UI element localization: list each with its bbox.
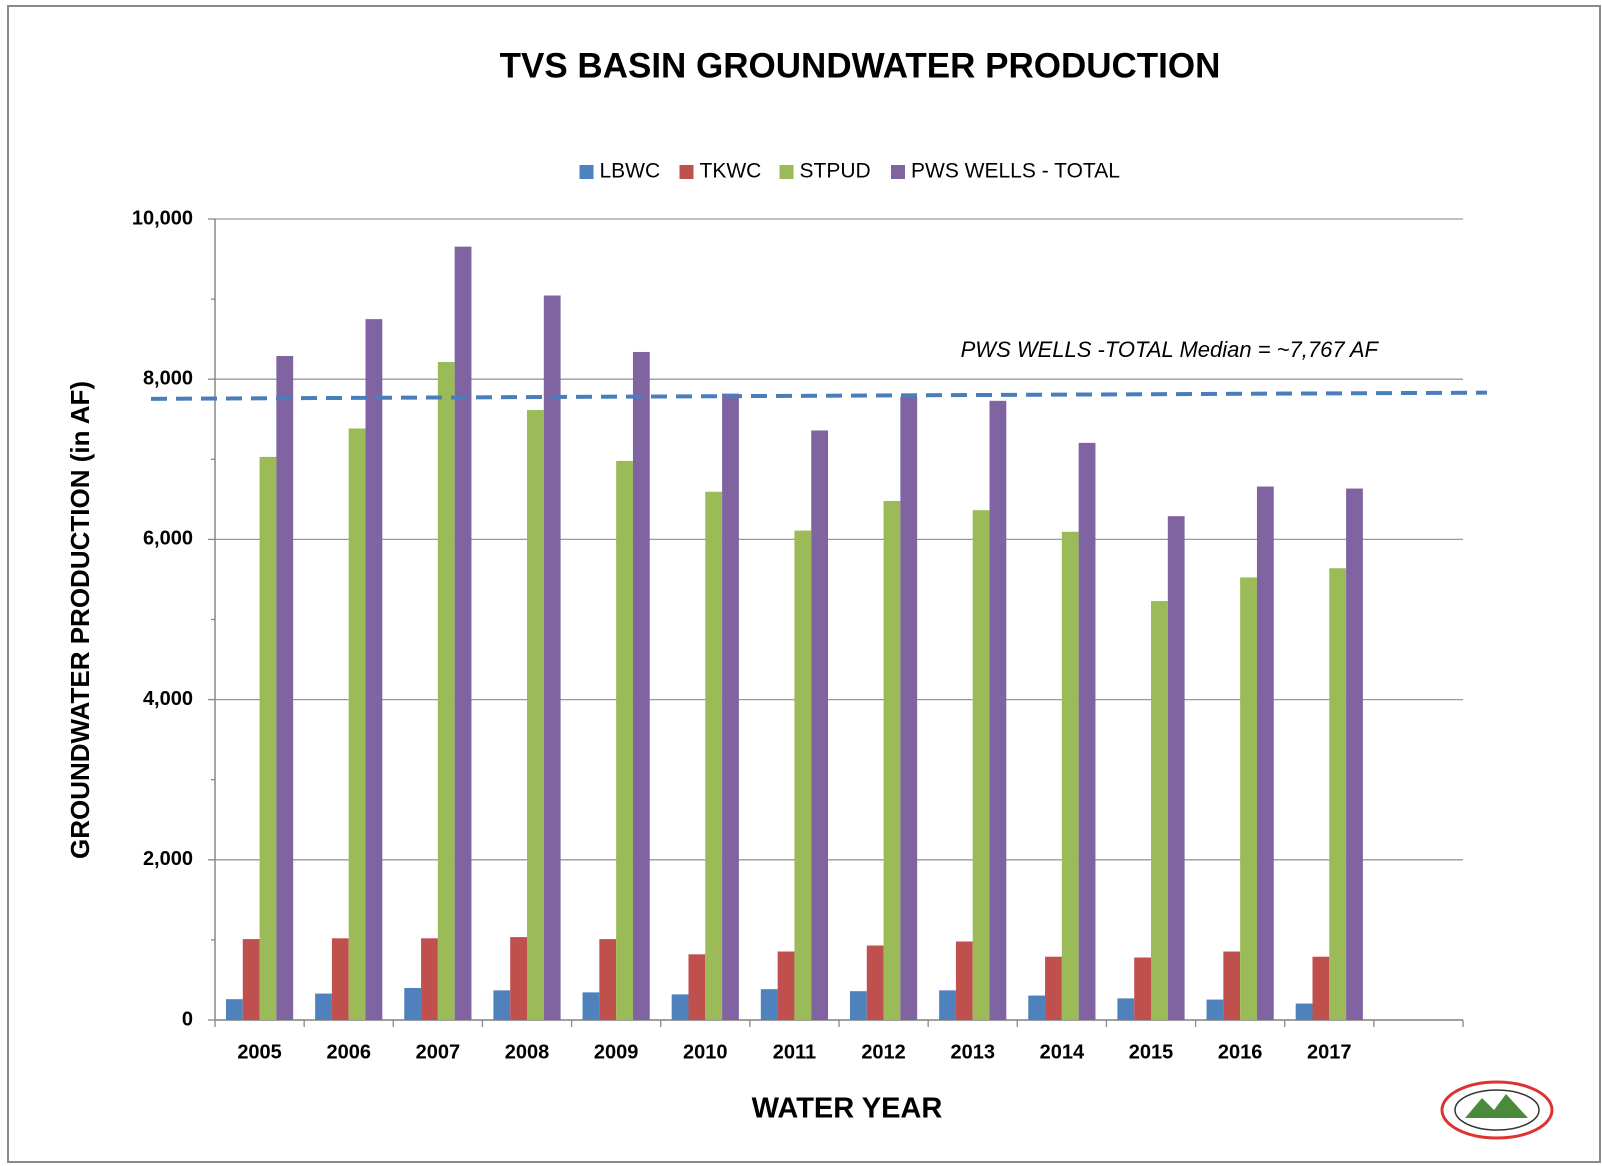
bar [331,938,349,1020]
bar [242,939,260,1020]
legend-label: TKWC [700,160,762,183]
x-tick-label: 2013 [950,1041,995,1063]
median-label: PWS WELLS -TOTAL Median = ~7,767 AF [961,337,1380,362]
bar [632,351,650,1020]
bar [404,987,422,1020]
bar [1078,442,1096,1020]
bar [989,400,1007,1020]
bar [1256,486,1274,1020]
bar [1045,956,1062,1020]
bar [315,993,332,1020]
bar [883,500,901,1020]
bar [955,941,973,1020]
y-axis-label: GROUNDWATER PRODUCTION (in AF) [65,381,95,859]
bar [1312,956,1330,1020]
x-tick-label: 2008 [505,1041,550,1063]
bar [1167,516,1185,1020]
bar [437,361,455,1020]
y-tick-label: 8,000 [143,367,193,389]
bar [900,396,918,1020]
bar [939,990,956,1020]
y-tick-label: 2,000 [143,848,193,870]
bar [1329,568,1347,1020]
x-tick-label: 2016 [1218,1041,1263,1063]
bar [527,410,544,1020]
bar [777,951,795,1020]
bar [972,510,990,1020]
legend-swatch [779,165,794,179]
bar [705,491,723,1021]
bar [599,939,617,1020]
x-tick-label: 2005 [237,1041,282,1063]
bar [1134,957,1151,1020]
x-tick-label: 2011 [773,1041,816,1063]
bar [259,456,277,1021]
bar [849,991,867,1020]
x-tick-label: 2009 [594,1041,639,1063]
bar [365,319,383,1020]
bar [1223,951,1241,1020]
bar [348,428,366,1020]
bar [1346,488,1363,1020]
y-tick-label: 6,000 [143,528,193,550]
bar [225,999,243,1020]
bar [688,954,706,1020]
bar [493,990,511,1020]
y-tick-label: 0 [182,1008,193,1030]
bar [671,994,689,1020]
legend-swatch [679,165,694,179]
bar [1206,999,1224,1020]
logo-mountains [1465,1094,1528,1118]
y-tick-label: 4,000 [143,688,193,710]
bar [760,989,778,1020]
median-line [150,390,1488,401]
bar [811,430,829,1020]
bar [1295,1003,1313,1020]
x-tick-label: 2017 [1307,1041,1352,1063]
x-tick-label: 2006 [326,1041,371,1063]
bar [421,938,438,1020]
chart-title: TVS BASIN GROUNDWATER PRODUCTION [500,46,1221,85]
x-tick-label: 2007 [416,1041,461,1063]
bar [543,295,561,1021]
logo [1440,1080,1554,1140]
x-tick-label: 2014 [1040,1041,1085,1063]
bar [1117,998,1135,1020]
legend-swatch [579,165,594,179]
bar [1240,577,1257,1020]
bar [276,355,294,1020]
legend-label: PWS WELLS - TOTAL [911,160,1120,183]
x-tick-label: 2012 [861,1041,906,1063]
bar [866,945,884,1020]
bar [616,460,633,1021]
legend-swatch [891,165,905,179]
x-tick-label: 2015 [1129,1041,1174,1063]
bar [454,246,472,1020]
bar [1151,601,1168,1020]
legend-label: LBWC [600,160,661,183]
bar [722,393,739,1020]
x-tick-label: 2010 [683,1041,728,1063]
legend-label: STPUD [800,160,871,183]
bar [1061,531,1079,1020]
bar [582,992,600,1020]
bar [1028,995,1046,1020]
bar [510,937,527,1020]
bar [794,530,812,1020]
x-axis-label: WATER YEAR [752,1093,943,1125]
y-tick-label: 10,000 [132,207,193,229]
